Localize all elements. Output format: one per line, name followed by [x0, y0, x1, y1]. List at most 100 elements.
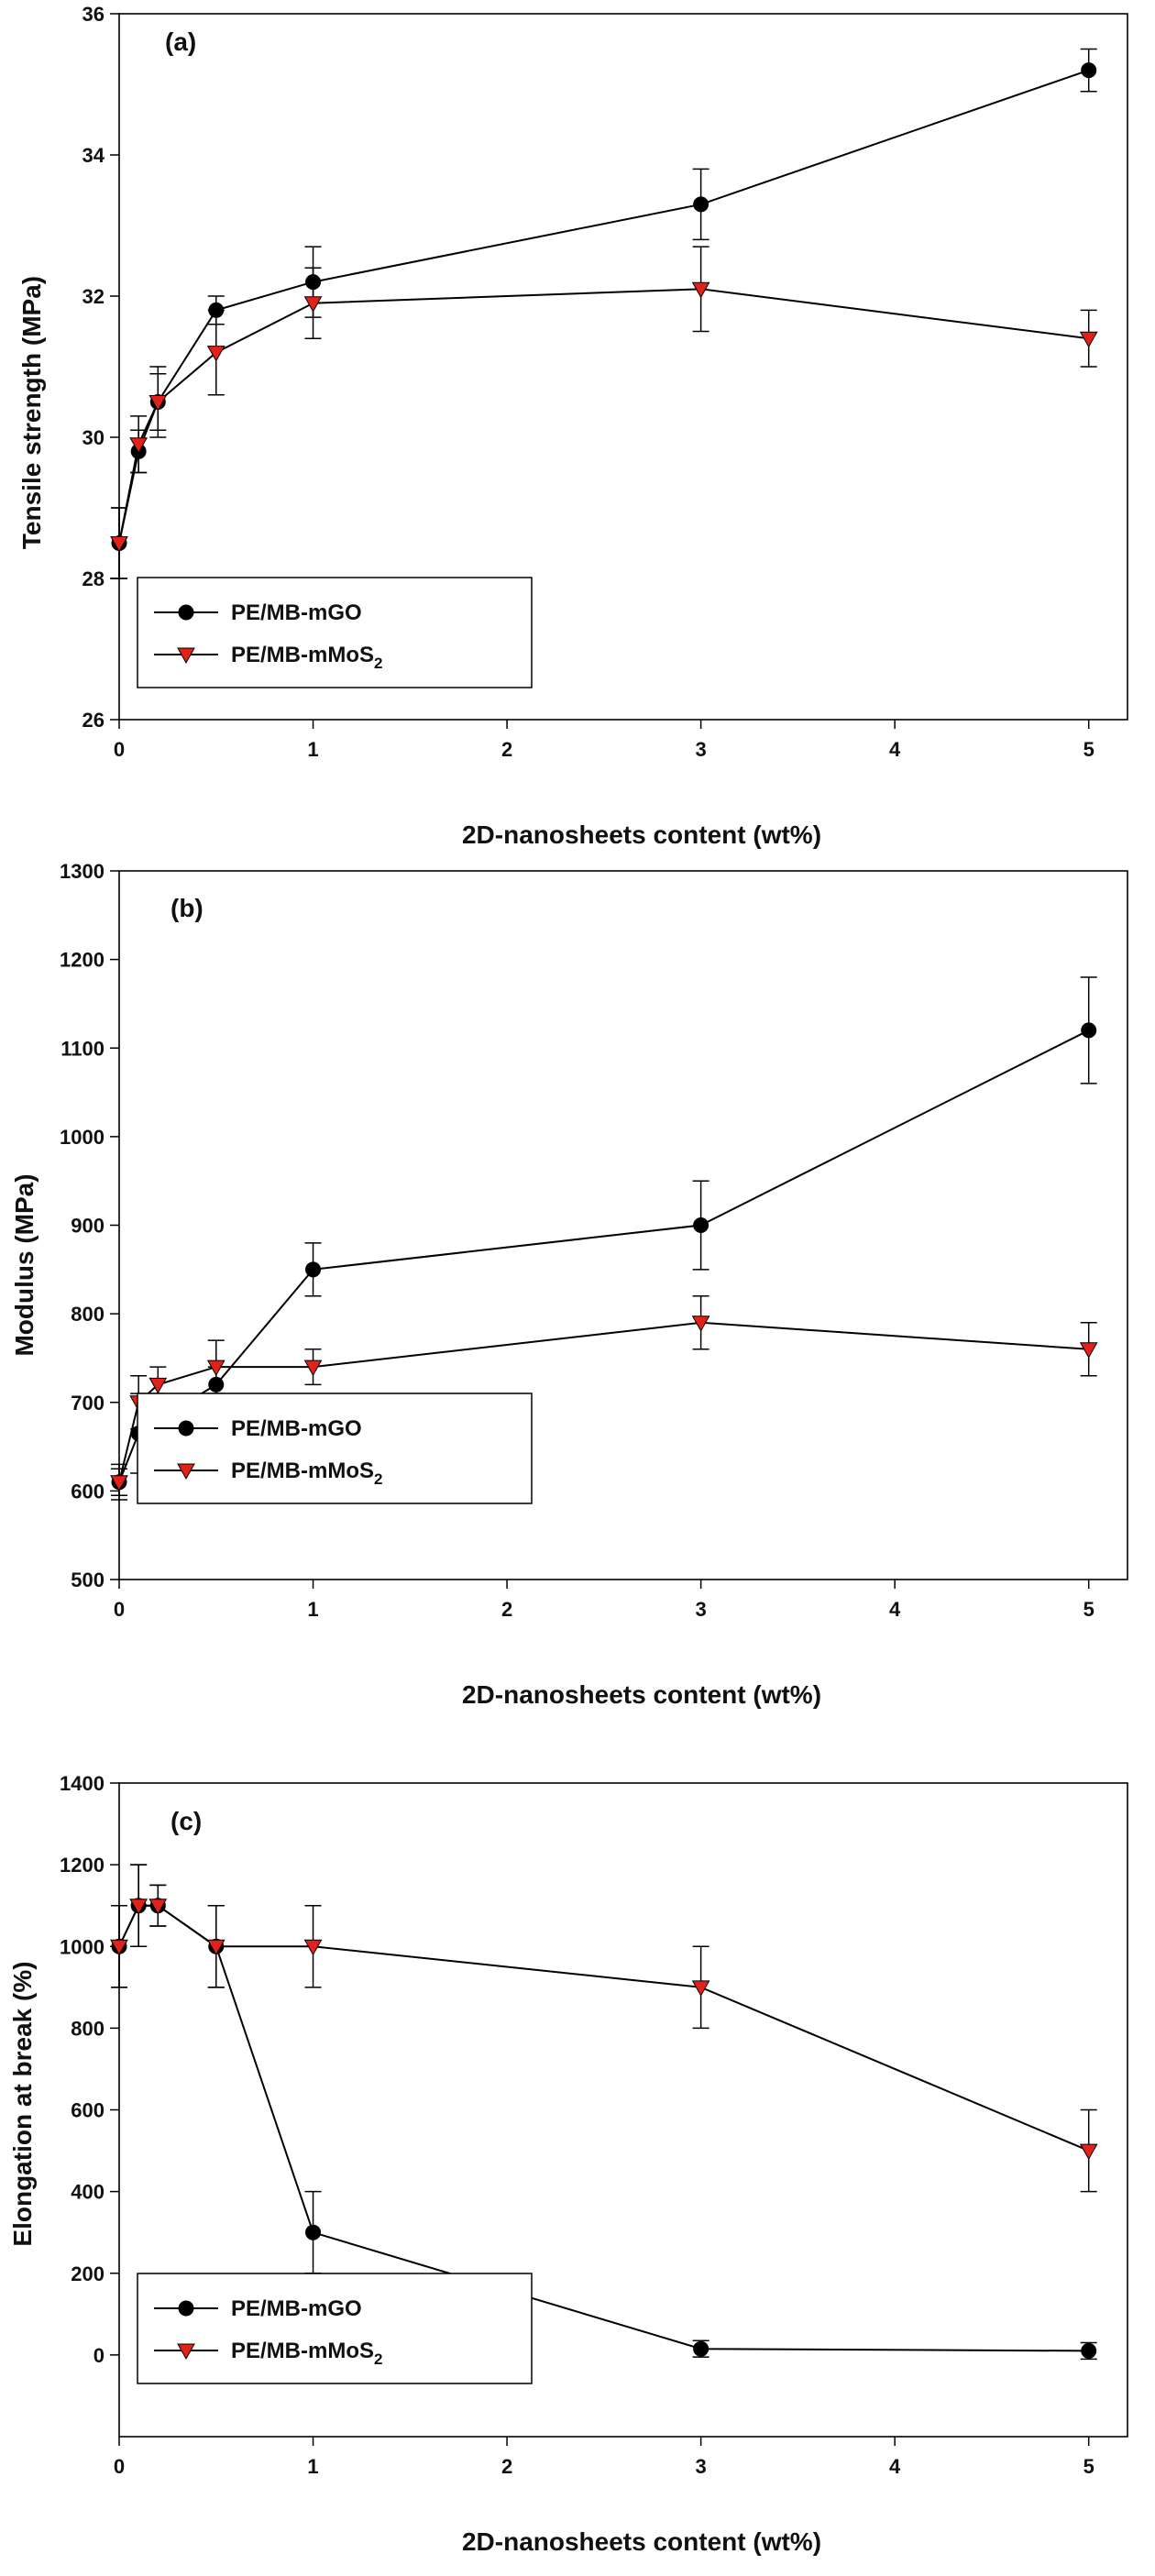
panel-label: (c) — [170, 1807, 202, 1835]
data-point — [1081, 62, 1097, 79]
legend-label: PE/MB-mMoS2 — [231, 2339, 382, 2368]
y-axis-label: Elongation at break (%) — [8, 1961, 37, 2246]
chart-panel-b: (b) 2D-nanosheets content (wt%) Modulus … — [10, 860, 1128, 1709]
data-point — [691, 1980, 710, 1997]
series-mmos2 — [110, 246, 1098, 579]
data-point — [148, 395, 168, 412]
data-point — [693, 2340, 710, 2357]
legend-marker — [178, 2300, 194, 2317]
legend: PE/MB-mGO PE/MB-mMoS2 — [137, 577, 533, 688]
data-point — [305, 1261, 322, 1278]
data-point — [206, 346, 226, 362]
y-axis-label: Tensile strength (MPa) — [17, 276, 46, 549]
data-point — [303, 296, 323, 313]
y-tick-label: 1200 — [60, 949, 104, 972]
x-tick-label: 5 — [1084, 738, 1094, 761]
y-tick-label: 600 — [71, 2099, 104, 2122]
data-point — [1079, 2143, 1098, 2161]
y-tick-label: 800 — [71, 1303, 104, 1326]
legend-marker — [178, 1420, 194, 1437]
panel-label: (b) — [170, 894, 204, 922]
x-tick-label: 5 — [1084, 1598, 1094, 1621]
x-axis-label: 2D-nanosheets content (wt%) — [462, 2527, 821, 2556]
y-tick-label: 1200 — [60, 1854, 104, 1877]
y-tick-label: 800 — [71, 2017, 104, 2040]
legend-box — [137, 2273, 533, 2384]
data-point — [110, 536, 128, 553]
data-point — [206, 1939, 226, 1956]
y-tick-label: 600 — [71, 1480, 104, 1503]
x-tick-label: 1 — [307, 2455, 318, 2478]
x-tick-label: 3 — [695, 738, 706, 761]
data-point — [1079, 1342, 1098, 1359]
legend-box — [137, 577, 533, 688]
legend-marker — [178, 604, 194, 621]
y-tick-label: 1000 — [60, 1126, 104, 1149]
y-tick-label: 26 — [82, 709, 104, 732]
y-tick-label: 36 — [82, 3, 104, 26]
series-line — [118, 1904, 1090, 2152]
data-point — [1081, 2342, 1097, 2359]
y-tick-label: 0 — [94, 2344, 104, 2367]
data-point — [129, 437, 148, 454]
legend-marker — [177, 1463, 195, 1481]
x-tick-label: 0 — [114, 2455, 125, 2478]
data-point — [691, 1316, 710, 1332]
legend-label-subscript: 2 — [374, 655, 382, 672]
y-tick-label: 500 — [71, 1569, 104, 1591]
panel-label: (a) — [165, 28, 196, 56]
y-axis-label: Modulus (MPa) — [10, 1173, 38, 1356]
data-point — [148, 1377, 168, 1394]
y-tick-label: 30 — [82, 426, 104, 449]
x-tick-label: 1 — [307, 1598, 318, 1621]
x-tick-label: 5 — [1084, 2455, 1094, 2478]
legend: PE/MB-mGO PE/MB-mMoS2 — [137, 2273, 533, 2384]
legend: PE/MB-mGO PE/MB-mMoS2 — [137, 1393, 533, 1504]
x-tick-label: 4 — [889, 2455, 901, 2478]
series-mmos2 — [110, 1864, 1098, 2193]
x-tick-label: 2 — [501, 738, 512, 761]
y-tick-label: 900 — [71, 1215, 104, 1238]
series-line — [118, 288, 1089, 544]
y-tick-label: 1400 — [60, 1772, 104, 1795]
legend-label-subscript: 2 — [374, 2350, 382, 2368]
legend-label-subscript: 2 — [374, 1470, 382, 1488]
x-tick-label: 2 — [501, 1598, 512, 1621]
y-tick-label: 1300 — [60, 860, 104, 883]
x-tick-label: 3 — [695, 1598, 706, 1621]
y-tick-label: 700 — [71, 1392, 104, 1415]
x-tick-label: 1 — [307, 738, 318, 761]
chart-panel-c: (c) 2D-nanosheets content (wt%) Elongati… — [8, 1772, 1128, 2556]
data-point — [129, 1899, 148, 1915]
plot-frame — [118, 13, 1128, 721]
y-tick-label: 200 — [71, 2262, 104, 2285]
data-point — [148, 1899, 168, 1915]
y-tick-label: 28 — [82, 567, 104, 590]
x-tick-label: 0 — [114, 1598, 125, 1621]
y-tick-label: 34 — [82, 144, 105, 167]
x-tick-label: 3 — [695, 2455, 706, 2478]
x-tick-label: 4 — [889, 1598, 901, 1621]
y-tick-label: 1000 — [60, 1935, 104, 1958]
data-point — [1079, 331, 1098, 348]
legend-label: PE/MB-mGO — [231, 2296, 362, 2321]
x-tick-label: 2 — [501, 2455, 512, 2478]
data-point — [693, 1217, 710, 1233]
y-tick-label: 400 — [71, 2181, 104, 2204]
legend-label: PE/MB-mMoS2 — [231, 1459, 382, 1488]
data-point — [305, 2224, 322, 2240]
legend-label: PE/MB-mGO — [231, 600, 362, 625]
data-point — [303, 1939, 323, 1956]
data-point — [303, 1360, 323, 1377]
y-tick-label: 1100 — [60, 1037, 104, 1060]
legend-label: PE/MB-mMoS2 — [231, 643, 382, 672]
data-point — [691, 281, 710, 299]
legend-marker — [177, 2343, 195, 2361]
y-tick-label: 32 — [82, 285, 104, 308]
data-point — [206, 1360, 226, 1377]
x-tick-label: 4 — [889, 738, 901, 761]
data-point — [110, 1939, 128, 1956]
data-point — [693, 196, 710, 213]
